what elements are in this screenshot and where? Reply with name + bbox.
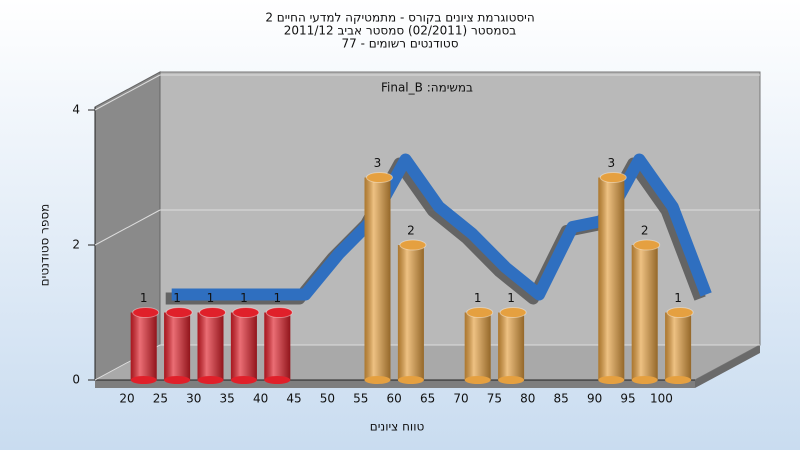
x-tick-label: 95 bbox=[620, 392, 635, 406]
bar-top bbox=[199, 307, 226, 318]
y-tick-label: 0 bbox=[72, 373, 80, 387]
grid-line bbox=[94, 209, 161, 246]
bar-base bbox=[665, 376, 692, 384]
x-tick-label: 30 bbox=[186, 392, 201, 406]
bar-shade bbox=[397, 245, 424, 380]
bar-top bbox=[232, 307, 260, 318]
bar-shade bbox=[665, 312, 692, 380]
y-tick-label: 4 bbox=[72, 103, 80, 117]
bar-shade bbox=[498, 312, 525, 380]
bar-shade bbox=[598, 177, 625, 380]
x-tick-label: 60 bbox=[387, 392, 402, 406]
x-axis-title: טווח ציונים bbox=[370, 420, 425, 434]
data-label: 3 bbox=[374, 156, 382, 170]
data-label: 1 bbox=[273, 291, 281, 305]
bar-base bbox=[397, 376, 424, 384]
bar-top bbox=[366, 172, 393, 183]
bar-shade bbox=[364, 177, 391, 380]
bar-shade bbox=[230, 312, 257, 380]
x-tick-label: 35 bbox=[220, 392, 235, 406]
bar-shade bbox=[631, 245, 658, 380]
bar-base bbox=[130, 376, 157, 384]
data-label: 1 bbox=[207, 291, 215, 305]
chart-title: בסמסטר (02/2011) סמסטר אביב 2011/12 bbox=[284, 24, 516, 38]
x-tick-label: 70 bbox=[453, 392, 468, 406]
bar-base bbox=[464, 376, 491, 384]
grid-line bbox=[94, 74, 161, 111]
x-tick-label: 100 bbox=[650, 392, 673, 406]
bar-base bbox=[598, 376, 625, 384]
y-tick-label: 2 bbox=[72, 238, 80, 252]
bar-base bbox=[364, 376, 391, 384]
bar-base bbox=[164, 376, 191, 384]
bar-top bbox=[633, 239, 661, 251]
data-label: 1 bbox=[140, 291, 148, 305]
bar-top bbox=[666, 307, 694, 318]
bar-top bbox=[132, 307, 160, 318]
annotation: במשימה: Final_B bbox=[381, 81, 473, 95]
bar-base bbox=[264, 376, 291, 384]
x-tick-label: 50 bbox=[320, 392, 335, 406]
bar-base bbox=[631, 376, 658, 384]
bar-base bbox=[498, 376, 525, 384]
bar-base bbox=[230, 376, 257, 384]
bar-top bbox=[165, 307, 193, 318]
bar-base bbox=[197, 376, 224, 384]
bar-shade bbox=[264, 312, 291, 380]
bar-shade bbox=[464, 312, 491, 380]
x-tick-label: 40 bbox=[253, 392, 268, 406]
data-label: 1 bbox=[674, 291, 682, 305]
x-tick-label: 55 bbox=[353, 392, 368, 406]
x-tick-label: 85 bbox=[554, 392, 569, 406]
data-label: 2 bbox=[407, 224, 415, 238]
floor-side bbox=[695, 345, 760, 388]
y-axis-title: מספר סטודנטים bbox=[38, 204, 52, 287]
x-tick-label: 75 bbox=[487, 392, 502, 406]
bar-shade bbox=[164, 312, 191, 380]
bar-shade bbox=[130, 312, 157, 380]
x-tick-label: 80 bbox=[520, 392, 535, 406]
bar-top bbox=[499, 307, 527, 318]
floor bbox=[94, 344, 761, 381]
data-label: 1 bbox=[240, 291, 248, 305]
data-label: 3 bbox=[607, 156, 615, 170]
x-tick-label: 25 bbox=[153, 392, 168, 406]
x-tick-label: 65 bbox=[420, 392, 435, 406]
chart-title: היסטוגרמת ציונים בקורס - מתמטיקה למדעי ה… bbox=[265, 11, 534, 25]
data-label: 1 bbox=[474, 291, 482, 305]
data-label: 2 bbox=[641, 224, 649, 238]
chart-title: סטודנטים רשומים - 77 bbox=[341, 37, 458, 51]
bar-shade bbox=[197, 312, 224, 380]
bar-top bbox=[466, 307, 494, 318]
data-label: 1 bbox=[173, 291, 181, 305]
x-tick-label: 90 bbox=[587, 392, 602, 406]
bar-top bbox=[399, 239, 427, 251]
bar-top bbox=[599, 172, 627, 183]
data-label: 1 bbox=[507, 291, 515, 305]
x-tick-label: 45 bbox=[286, 392, 301, 406]
bar-top bbox=[265, 307, 293, 318]
x-tick-label: 20 bbox=[119, 392, 134, 406]
